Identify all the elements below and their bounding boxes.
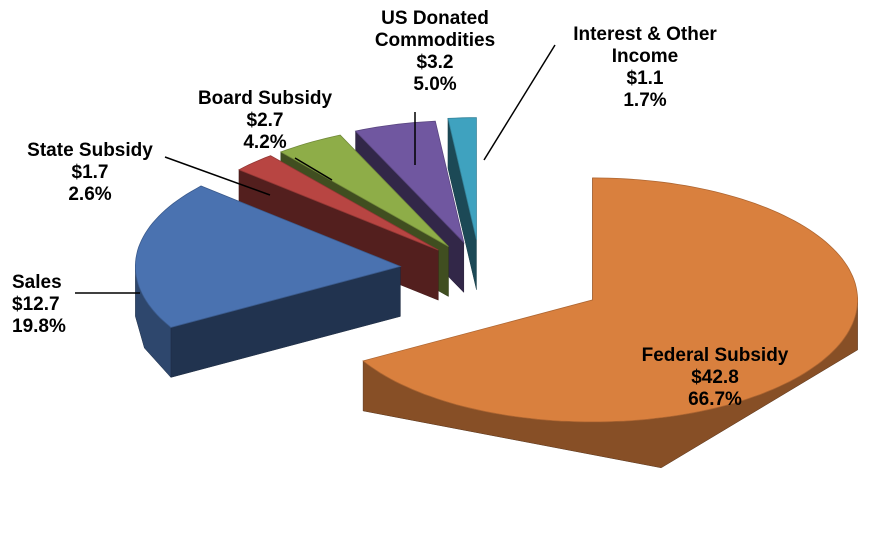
leader-line [483,44,556,161]
slice [362,177,858,423]
label-value: $2.7 [246,110,284,131]
slice [354,120,465,244]
slice-group [447,117,477,290]
label-percent: 1.7% [623,90,667,111]
slice [238,155,439,251]
label-value: $42.8 [691,367,739,388]
slice [135,185,402,328]
label-name: State Subsidy [27,140,153,161]
label-percent: 66.7% [688,389,742,410]
slice-group [362,177,858,469]
label-percent: 5.0% [413,74,457,95]
label-percent: 2.6% [68,184,112,205]
slice-group [135,185,402,379]
leader-line [164,156,271,196]
data-label: US Donated Commodities $3.2 5.0% [355,8,515,96]
label-percent: 4.2% [243,132,287,153]
data-label: State Subsidy $1.7 2.6% [10,140,170,206]
data-label: Sales $12.7 19.8% [12,272,102,338]
label-name: Federal Subsidy [641,345,789,366]
data-label: Board Subsidy $2.7 4.2% [175,88,355,154]
label-name: Sales [12,272,62,293]
label-value: $3.2 [416,52,454,73]
label-value: $12.7 [12,294,60,315]
data-label: Interest & Other Income $1.1 1.7% [550,24,740,112]
label-percent: 19.8% [12,316,66,337]
label-name: Board Subsidy [197,88,333,109]
leader-line [294,157,333,181]
label-value: $1.7 [71,162,109,183]
label-name: US Donated Commodities [374,8,496,51]
label-value: $1.1 [626,68,664,89]
label-name: Interest & Other Income [573,24,717,67]
data-label: Federal Subsidy $42.8 66.7% [640,345,790,411]
slice [447,117,477,240]
slice [279,134,449,247]
